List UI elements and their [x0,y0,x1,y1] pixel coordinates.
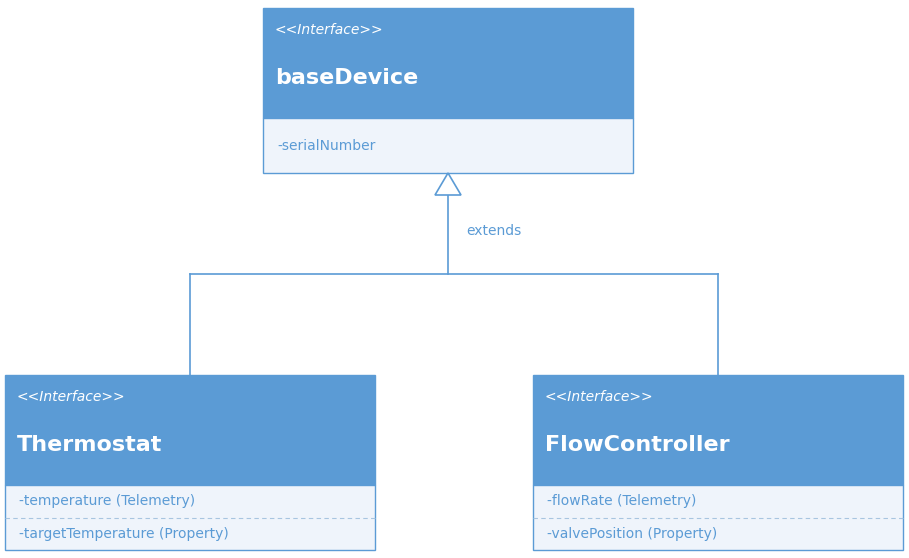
Bar [5,375,375,485]
Text: <<Interface>>: <<Interface>> [275,23,384,37]
Bar [533,485,903,550]
Bar [263,8,633,118]
Text: -targetTemperature (Property): -targetTemperature (Property) [19,527,229,541]
Bar [533,375,903,485]
Text: extends: extends [466,224,521,238]
Text: -valvePosition (Property): -valvePosition (Property) [547,527,717,541]
Text: <<Interface>>: <<Interface>> [545,390,654,404]
Text: Thermostat: Thermostat [17,435,163,455]
Text: -flowRate (Telemetry): -flowRate (Telemetry) [547,494,696,508]
Text: -temperature (Telemetry): -temperature (Telemetry) [19,494,195,508]
Text: FlowController: FlowController [545,435,730,455]
Text: -serialNumber: -serialNumber [277,138,375,152]
Text: <<Interface>>: <<Interface>> [17,390,125,404]
Polygon shape [435,173,461,195]
Bar [263,118,633,173]
Bar [5,485,375,550]
Text: baseDevice: baseDevice [275,68,418,88]
